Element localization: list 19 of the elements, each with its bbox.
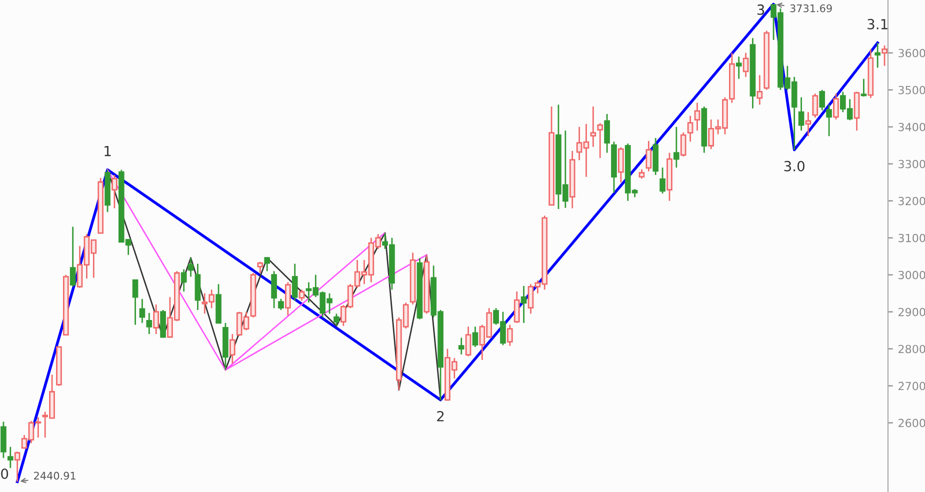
annotation: 1 [104, 146, 111, 156]
y-tick-label: 2600 [898, 418, 925, 428]
y-tick-label: 3200 [898, 196, 925, 206]
annotation: 3 [757, 4, 764, 15]
annotation: 0 [1, 468, 8, 479]
y-tick-label: 3000 [898, 270, 925, 280]
y-tick-label: 2800 [898, 344, 925, 354]
y-tick-label: 2900 [898, 308, 925, 316]
annotation: 3731.69 [790, 4, 832, 12]
y-tick-label: 3100 [898, 234, 925, 242]
y-tick-label: 2700 [898, 382, 925, 390]
annotation: 3.1 [868, 18, 888, 30]
annotation: 3.0 [784, 160, 804, 172]
y-tick-label: 3300 [898, 160, 925, 168]
annotation: 2440.91 [34, 472, 76, 480]
y-tick-label: 3400 [898, 122, 925, 132]
y-tick-label: 3500 [898, 86, 925, 94]
y-tick-label: 3600 [898, 48, 925, 58]
annotation: 2 [437, 410, 444, 422]
